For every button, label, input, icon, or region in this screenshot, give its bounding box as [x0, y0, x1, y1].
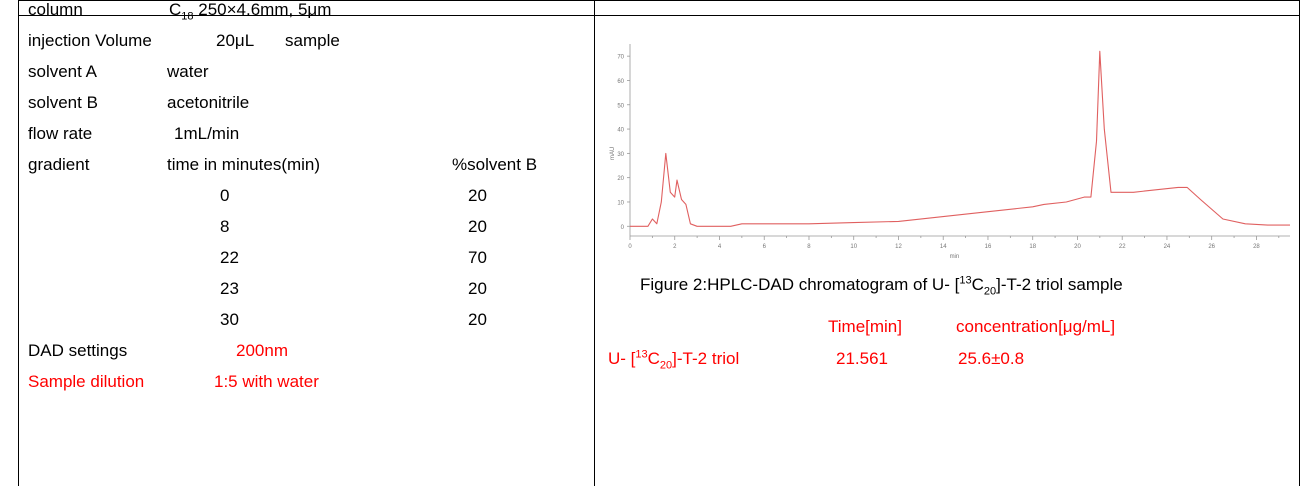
x-tick-label: 0 [628, 244, 632, 250]
caption-sup: 13 [959, 274, 972, 287]
solvent-a-label: solvent A [28, 62, 97, 81]
x-tick-label: 26 [1208, 244, 1215, 250]
x-tick-label: 6 [763, 244, 767, 250]
solvent-b-label: solvent B [28, 93, 98, 112]
caption-sub: 20 [983, 285, 997, 298]
y-tick-label: 10 [617, 200, 624, 206]
results-conc-value: 25.6±0.8 [958, 349, 1025, 368]
x-tick-label: 10 [850, 244, 857, 250]
y-tick-label: 20 [617, 176, 624, 182]
x-tick-label: 20 [1074, 244, 1081, 250]
y-tick-label: 50 [617, 103, 624, 109]
y-tick-label: 0 [621, 225, 625, 231]
x-tick-label: 4 [718, 244, 722, 250]
caption-suffix: ]-T-2 triol sample [996, 275, 1123, 294]
injection-label: injection Volume [28, 31, 152, 50]
compound-sub: 20 [659, 359, 673, 372]
column-value-prefix: C [169, 0, 182, 19]
caption-prefix: Figure 2:HPLC-DAD chromatogram of U- [ [640, 275, 960, 294]
compound-suffix: ]-T-2 triol [672, 349, 740, 368]
dad-settings-label: DAD settings [28, 341, 128, 360]
gradient-row-time: 23 [220, 279, 239, 298]
results-conc-header: concentration[μg/mL] [956, 317, 1116, 336]
y-tick-label: 70 [617, 55, 624, 61]
gradient-b-header: %solvent B [452, 155, 538, 174]
x-tick-label: 16 [985, 244, 992, 250]
figure-caption: Figure 2:HPLC-DAD chromatogram of U- [13… [640, 274, 1123, 298]
y-tick-label: 30 [617, 152, 624, 158]
table-divider [594, 0, 595, 486]
sample-dilution-value: 1:5 with water [214, 372, 319, 391]
column-value-sub: 18 [181, 10, 194, 23]
x-tick-label: 24 [1164, 244, 1171, 250]
x-axis-label: min [950, 254, 960, 260]
compound-mid: C [647, 349, 660, 368]
column-value: C18 250×4.6mm, 5μm [169, 0, 332, 23]
results-time-header: Time[min] [828, 317, 902, 336]
flow-rate-value: 1mL/min [174, 124, 240, 143]
solvent-b-value: acetonitrile [167, 93, 250, 112]
x-tick-label: 14 [940, 244, 947, 250]
y-tick-label: 60 [617, 79, 624, 85]
table-header-border [18, 15, 1300, 16]
flow-rate-label: flow rate [28, 124, 93, 143]
results-compound: U- [13C20]-T-2 triol [608, 348, 740, 372]
gradient-row-b: 70 [468, 248, 487, 267]
gradient-row-time: 30 [220, 310, 239, 329]
y-tick-label: 40 [617, 128, 624, 134]
compound-prefix: U- [ [608, 349, 636, 368]
results-time-value: 21.561 [836, 349, 888, 368]
solvent-a-value: water [167, 62, 209, 81]
injection-value: 20μL [216, 31, 255, 50]
x-tick-label: 18 [1029, 244, 1036, 250]
x-tick-label: 8 [807, 244, 811, 250]
gradient-time-header: time in minutes(min) [167, 155, 321, 174]
column-label: column [28, 0, 83, 19]
x-tick-label: 28 [1253, 244, 1260, 250]
gradient-row-time: 22 [220, 248, 239, 267]
gradient-row-b: 20 [468, 310, 487, 329]
gradient-row-b: 20 [468, 186, 487, 205]
column-value-rest: 250×4.6mm, 5μm [193, 0, 332, 19]
table-top-border [18, 0, 1300, 1]
chromatogram-trace [630, 50, 1290, 227]
gradient-label: gradient [28, 155, 90, 174]
y-axis-label: mAU [610, 147, 616, 160]
x-tick-label: 22 [1119, 244, 1126, 250]
gradient-row-time: 8 [220, 217, 230, 236]
gradient-row-time: 0 [220, 186, 230, 205]
x-tick-label: 12 [895, 244, 902, 250]
gradient-row-b: 20 [468, 217, 487, 236]
gradient-row-b: 20 [468, 279, 487, 298]
sample-dilution-label: Sample dilution [28, 372, 145, 391]
injection-extra: sample [285, 31, 340, 50]
compound-sup: 13 [635, 348, 648, 361]
x-tick-label: 2 [673, 244, 677, 250]
dad-settings-value: 200nm [236, 341, 288, 360]
caption-mid: C [971, 275, 984, 294]
table-left-border [18, 0, 19, 486]
